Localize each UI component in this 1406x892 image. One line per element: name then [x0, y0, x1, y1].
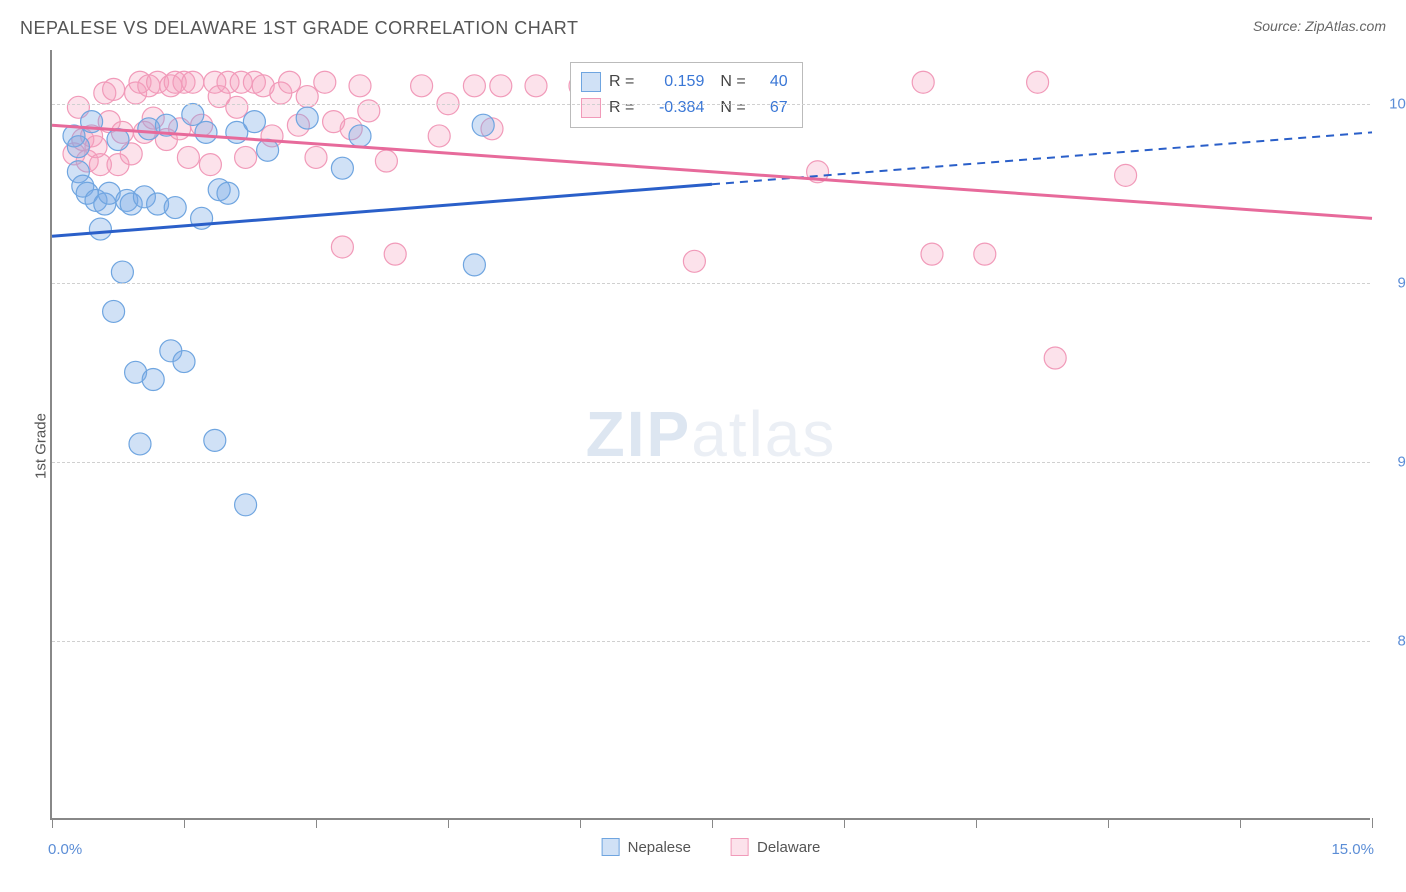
- corr-n-value: 40: [754, 69, 788, 95]
- scatter-point: [428, 125, 450, 147]
- y-axis-label: 1st Grade: [32, 413, 49, 479]
- scatter-point: [1115, 164, 1137, 186]
- corr-swatch: [581, 98, 601, 118]
- corr-r-value: 0.159: [642, 69, 704, 95]
- scatter-point: [525, 75, 547, 97]
- y-tick-label: 85.0%: [1380, 632, 1406, 649]
- chart-title: NEPALESE VS DELAWARE 1ST GRADE CORRELATI…: [20, 18, 578, 39]
- scatter-point: [683, 250, 705, 272]
- scatter-point: [235, 146, 257, 168]
- corr-n-label: N =: [720, 95, 745, 121]
- scatter-point: [67, 136, 89, 158]
- legend-swatch: [731, 838, 749, 856]
- scatter-point: [279, 71, 301, 93]
- trend-line: [52, 125, 1372, 218]
- scatter-point: [384, 243, 406, 265]
- x-tick: [316, 818, 317, 828]
- source-label: Source: ZipAtlas.com: [1253, 18, 1386, 34]
- legend-label: Nepalese: [628, 839, 691, 856]
- legend-label: Delaware: [757, 839, 820, 856]
- scatter-point: [217, 182, 239, 204]
- corr-n-value: 67: [754, 95, 788, 121]
- plot-svg: [52, 50, 1370, 818]
- scatter-point: [472, 114, 494, 136]
- x-tick: [844, 818, 845, 828]
- correlation-box: R = 0.159 N = 40 R = -0.384 N = 67: [570, 62, 803, 128]
- corr-r-label: R =: [609, 69, 634, 95]
- scatter-point: [129, 433, 151, 455]
- scatter-point: [912, 71, 934, 93]
- corr-n-label: N =: [720, 69, 745, 95]
- x-tick: [1240, 818, 1241, 828]
- scatter-point: [199, 154, 221, 176]
- scatter-point: [349, 75, 371, 97]
- chart-container: NEPALESE VS DELAWARE 1ST GRADE CORRELATI…: [0, 0, 1406, 892]
- scatter-point: [103, 78, 125, 100]
- scatter-point: [921, 243, 943, 265]
- scatter-point: [463, 75, 485, 97]
- scatter-point: [974, 243, 996, 265]
- scatter-point: [103, 300, 125, 322]
- legend-swatch: [602, 838, 620, 856]
- x-tick: [712, 818, 713, 828]
- scatter-point: [331, 236, 353, 258]
- scatter-point: [1044, 347, 1066, 369]
- scatter-point: [164, 197, 186, 219]
- y-tick-label: 100.0%: [1380, 95, 1406, 112]
- scatter-point: [142, 368, 164, 390]
- x-tick: [52, 818, 53, 828]
- scatter-point: [235, 494, 257, 516]
- scatter-point: [177, 146, 199, 168]
- scatter-point: [257, 139, 279, 161]
- x-tick: [448, 818, 449, 828]
- scatter-point: [296, 107, 318, 129]
- legend-item: Delaware: [731, 838, 820, 856]
- legend-bottom: Nepalese Delaware: [602, 838, 821, 856]
- y-tick-label: 95.0%: [1380, 274, 1406, 291]
- x-tick: [184, 818, 185, 828]
- gridline-h: [52, 462, 1370, 463]
- x-tick: [976, 818, 977, 828]
- corr-r-label: R =: [609, 95, 634, 121]
- scatter-point: [305, 146, 327, 168]
- scatter-point: [349, 125, 371, 147]
- x-min-label: 0.0%: [48, 841, 82, 858]
- scatter-point: [243, 111, 265, 133]
- correlation-row: R = 0.159 N = 40: [581, 69, 788, 95]
- corr-swatch: [581, 72, 601, 92]
- scatter-point: [314, 71, 336, 93]
- y-tick-label: 90.0%: [1380, 453, 1406, 470]
- scatter-point: [182, 71, 204, 93]
- scatter-point: [173, 351, 195, 373]
- plot-area: ZIPatlas R =0.159N =40R =-0.384N =67 Nep…: [50, 50, 1370, 820]
- scatter-point: [1027, 71, 1049, 93]
- scatter-point: [204, 429, 226, 451]
- scatter-point: [89, 218, 111, 240]
- x-tick: [580, 818, 581, 828]
- legend-item: Nepalese: [602, 838, 691, 856]
- scatter-point: [463, 254, 485, 276]
- x-max-label: 15.0%: [1331, 841, 1374, 858]
- scatter-point: [375, 150, 397, 172]
- x-tick: [1372, 818, 1373, 828]
- x-tick: [1108, 818, 1109, 828]
- gridline-h: [52, 283, 1370, 284]
- title-row: NEPALESE VS DELAWARE 1ST GRADE CORRELATI…: [20, 18, 1386, 39]
- corr-r-value: -0.384: [642, 95, 704, 121]
- correlation-row: R = -0.384 N = 67: [581, 95, 788, 121]
- gridline-h: [52, 641, 1370, 642]
- trend-line-dashed: [712, 132, 1372, 184]
- scatter-point: [490, 75, 512, 97]
- scatter-point: [331, 157, 353, 179]
- scatter-point: [195, 121, 217, 143]
- scatter-point: [226, 96, 248, 118]
- gridline-h: [52, 104, 1370, 105]
- scatter-point: [411, 75, 433, 97]
- scatter-point: [111, 261, 133, 283]
